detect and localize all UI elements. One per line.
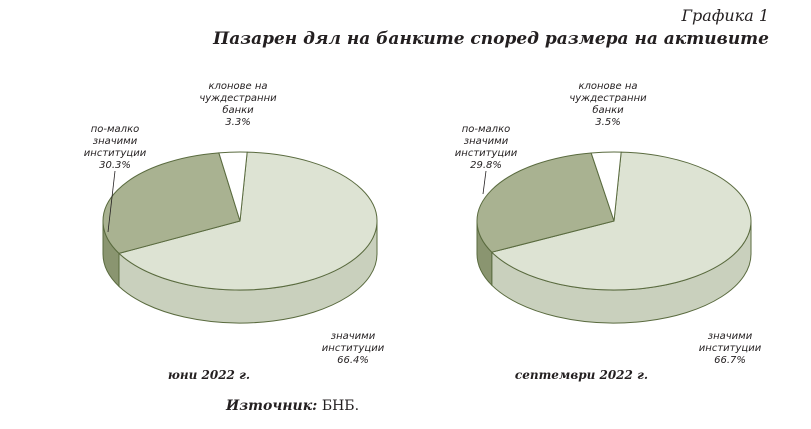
pie-slice-less-significant-institutions xyxy=(102,152,241,254)
slice-value: 30.3% xyxy=(99,160,131,171)
slice-value: 29.8% xyxy=(470,160,502,171)
figure-title: Пазарен дял на банките според размера на… xyxy=(213,29,769,49)
figure-number: Графика 1 xyxy=(681,6,769,25)
leader-line xyxy=(107,170,116,233)
slice-value: 3.5% xyxy=(595,117,620,128)
slice-label-line: институции xyxy=(699,343,762,354)
slice-label-line: банки xyxy=(222,104,254,116)
slice-label-line: значими xyxy=(331,331,376,342)
slice-value: 3.3% xyxy=(225,117,250,128)
pie-1: значими институции 66.4%по-малко значими инс… xyxy=(84,81,385,382)
slice-label-significant-institutions: значими институции 66.7% xyxy=(699,331,762,366)
slice-label-less-significant-institutions: по-малко значими институции 30.3% xyxy=(84,124,147,171)
slice-label-line: по-малко xyxy=(91,124,140,135)
slice-label-line: значими xyxy=(93,136,138,147)
leader-line xyxy=(482,170,487,195)
pie-slice-significant-institutions xyxy=(118,151,378,291)
pie-slice-foreign-branches xyxy=(590,151,622,222)
slice-label-significant-institutions: значими институции 66.4% xyxy=(322,331,385,366)
pie-slice-foreign-branches xyxy=(218,151,248,222)
source-label: Източник: xyxy=(226,398,318,414)
slice-label-line: значими xyxy=(708,331,753,342)
slice-value: 66.4% xyxy=(337,355,369,366)
slice-label-line: банки xyxy=(592,104,624,116)
pie-slice-less-significant-institutions xyxy=(476,152,615,253)
slice-label-line: институции xyxy=(322,343,385,354)
slice-label-line: чуждестранни xyxy=(199,93,277,104)
pie-period-label: септември 2022 г. xyxy=(515,368,648,382)
source-text: БНБ. xyxy=(321,398,360,414)
slice-label-line: институции xyxy=(455,148,518,159)
slice-label-foreign-branches: клонове на чуждестранни банки 3.3% xyxy=(199,81,277,128)
source-note: Източник: БНБ. xyxy=(226,398,359,414)
slice-label-line: клонове на xyxy=(208,81,267,92)
pie-2: значими институции 66.7%по-малко значими инс… xyxy=(455,81,762,382)
slice-label-less-significant-institutions: по-малко значими институции 29.8% xyxy=(455,124,518,171)
slice-label-line: по-малко xyxy=(462,124,511,135)
slice-label-line: значими xyxy=(464,136,509,147)
slice-label-line: чуждестранни xyxy=(569,93,647,104)
slice-value: 66.7% xyxy=(714,355,746,366)
slice-label-line: клонове на xyxy=(578,81,637,92)
pie-period-label: юни 2022 г. xyxy=(168,368,250,382)
slice-label-line: институции xyxy=(84,148,147,159)
pie-slice-significant-institutions xyxy=(491,151,752,291)
slice-label-foreign-branches: клонове на чуждестранни банки 3.5% xyxy=(569,81,647,128)
